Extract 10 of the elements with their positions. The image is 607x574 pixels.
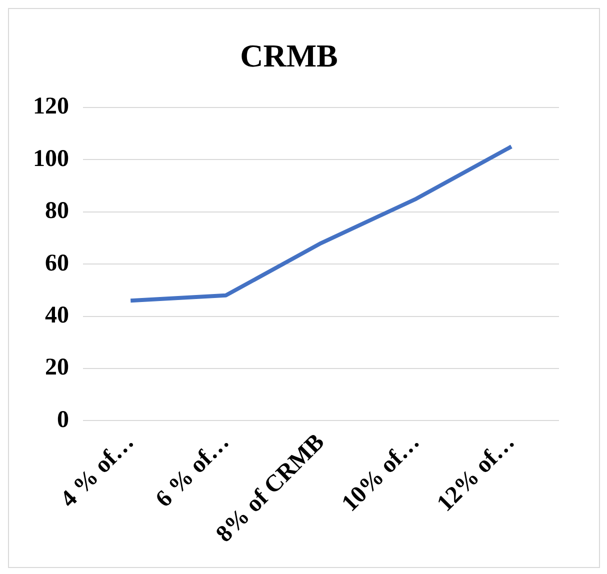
- y-tick-label: 80: [45, 198, 69, 224]
- y-tick-label: 20: [45, 354, 69, 381]
- x-tick-label: 10% of…: [337, 429, 425, 517]
- y-tick-label: 120: [33, 94, 69, 120]
- y-tick-label: 60: [45, 250, 69, 276]
- chart-title: CRMB: [240, 37, 338, 74]
- x-tick-label: 12% of…: [432, 429, 520, 517]
- y-tick-label: 40: [45, 302, 69, 328]
- y-tick-label: 100: [33, 146, 69, 172]
- x-tick-label: 6 % of…: [150, 429, 234, 513]
